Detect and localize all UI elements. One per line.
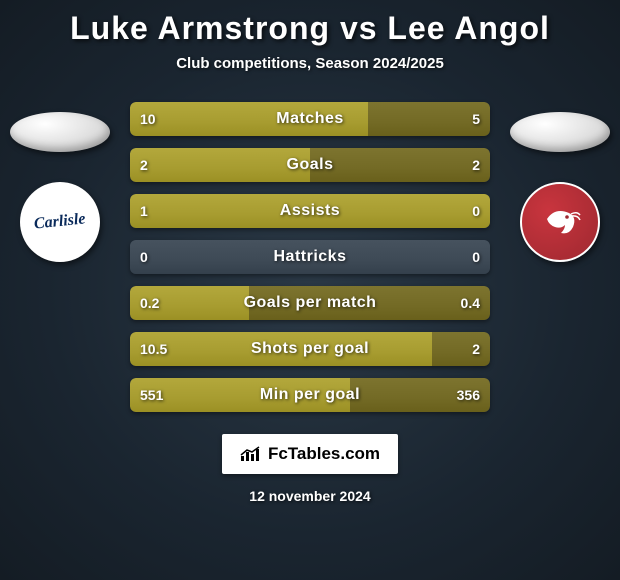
comparison-bars: 105Matches 22Goals 10Assists 00Hattricks 0.2…: [130, 102, 490, 412]
right-side: [510, 102, 610, 262]
player-photo-placeholder-left: [10, 112, 110, 152]
stat-label: Assists: [130, 194, 490, 228]
crest-left-text: Carlisle: [33, 210, 86, 233]
club-crest-left: Carlisle: [20, 182, 100, 262]
branding-logo: FcTables.com: [222, 434, 398, 474]
bar-chart-icon: [240, 446, 262, 462]
stat-row: 10.52Shots per goal: [130, 332, 490, 366]
stat-label: Goals per match: [130, 286, 490, 320]
shrimp-icon: [535, 197, 585, 247]
stat-row: 22Goals: [130, 148, 490, 182]
left-side: Carlisle: [10, 102, 110, 262]
player-photo-placeholder-right: [510, 112, 610, 152]
stat-label: Matches: [130, 102, 490, 136]
stat-row: 0.20.4Goals per match: [130, 286, 490, 320]
branding-text: FcTables.com: [268, 444, 380, 464]
stat-row: 551356Min per goal: [130, 378, 490, 412]
stat-label: Shots per goal: [130, 332, 490, 366]
page-title: Luke Armstrong vs Lee Angol: [70, 10, 550, 47]
stat-label: Goals: [130, 148, 490, 182]
footer: FcTables.com 12 november 2024: [222, 434, 398, 504]
subtitle: Club competitions, Season 2024/2025: [176, 55, 444, 72]
comparison-main: Carlisle 105Matches 22Goals 10Assists 00Hat…: [0, 102, 620, 412]
stat-row: 00Hattricks: [130, 240, 490, 274]
stat-row: 10Assists: [130, 194, 490, 228]
date-text: 12 november 2024: [249, 488, 370, 504]
stat-row: 105Matches: [130, 102, 490, 136]
club-crest-right: [520, 182, 600, 262]
stat-label: Hattricks: [130, 240, 490, 274]
stat-label: Min per goal: [130, 378, 490, 412]
